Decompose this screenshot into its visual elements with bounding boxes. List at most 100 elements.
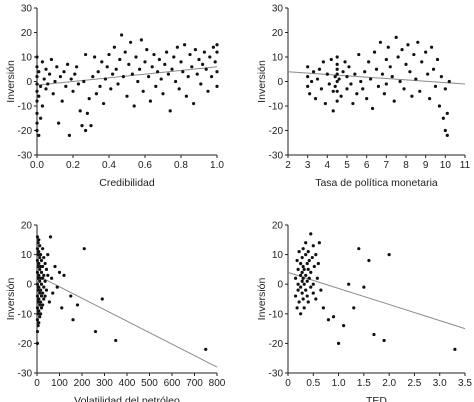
data-point (416, 40, 420, 44)
x-tick-label: 10 (440, 160, 452, 171)
data-point (87, 97, 91, 101)
data-point (424, 50, 428, 54)
data-point (293, 276, 298, 280)
data-point (154, 84, 158, 88)
data-point (388, 65, 392, 69)
data-point (71, 318, 75, 322)
data-point (335, 72, 339, 76)
y-tick-label: -10 (269, 102, 284, 113)
y-tick-label: -30 (18, 151, 33, 162)
data-point (41, 247, 45, 251)
data-point (44, 87, 48, 91)
data-point (357, 52, 361, 57)
data-point (208, 55, 212, 59)
data-point (170, 67, 174, 71)
data-point (80, 124, 84, 128)
data-point (129, 40, 133, 44)
x-tick-label: 5 (344, 160, 350, 171)
data-point (75, 303, 80, 307)
data-point (215, 84, 219, 88)
data-point (156, 70, 160, 74)
data-point (150, 65, 154, 69)
data-point (107, 52, 111, 57)
data-point (306, 250, 310, 254)
data-point (48, 235, 53, 239)
data-point (362, 285, 366, 289)
x-axis-label: Credibilidad (99, 177, 155, 189)
data-point (295, 306, 299, 310)
data-point (157, 57, 161, 62)
data-point (317, 67, 322, 71)
data-point (134, 55, 138, 59)
data-point (39, 282, 44, 286)
data-point (326, 318, 331, 322)
data-point (50, 276, 54, 280)
x-axis-label: TED (366, 395, 387, 402)
trend-line (287, 71, 466, 85)
x-tick-label: 1.5 (357, 378, 371, 389)
x-tick-label: 300 (96, 378, 113, 389)
data-point (342, 324, 346, 328)
data-point (215, 43, 219, 47)
data-point (307, 276, 311, 280)
x-tick-label: 0 (34, 378, 40, 389)
data-point (384, 57, 388, 62)
data-point (304, 273, 308, 277)
data-point (41, 303, 45, 307)
x-tick-label: 0.2 (66, 160, 80, 171)
data-point (300, 255, 304, 260)
data-point (55, 65, 59, 69)
data-point (35, 99, 39, 103)
y-tick-label: 0 (277, 280, 283, 291)
data-point (302, 282, 306, 286)
data-point (311, 282, 315, 286)
data-point (309, 270, 313, 274)
y-tick-label: 30 (272, 4, 284, 15)
data-point (314, 297, 318, 301)
data-point (37, 309, 41, 313)
data-point (296, 282, 300, 286)
data-point (301, 264, 305, 269)
data-point (43, 279, 47, 283)
data-point (38, 315, 42, 319)
data-point (37, 321, 41, 325)
data-point (36, 276, 40, 280)
data-point (387, 253, 391, 257)
data-point (204, 347, 208, 351)
data-point (302, 267, 306, 271)
data-point (306, 267, 310, 271)
data-point (64, 84, 68, 88)
data-point (300, 270, 304, 274)
data-point (38, 244, 42, 248)
data-point (325, 72, 329, 76)
data-point (382, 338, 386, 343)
data-point (82, 247, 86, 251)
data-point (35, 235, 40, 239)
data-point (44, 288, 49, 292)
data-point (437, 104, 442, 108)
data-point (418, 89, 422, 93)
x-axis-label: Tasa de política monetaria (315, 177, 438, 189)
data-point (315, 276, 319, 280)
data-point (299, 285, 303, 289)
data-point (38, 303, 42, 307)
data-point (394, 35, 398, 40)
data-point (132, 104, 136, 108)
data-point (321, 306, 325, 310)
data-point (41, 291, 45, 295)
data-point (301, 276, 305, 280)
data-point (299, 273, 303, 277)
data-point (57, 121, 61, 125)
data-point (39, 253, 43, 257)
data-point (374, 67, 379, 71)
data-point (38, 267, 42, 271)
data-point (317, 241, 321, 245)
data-point (435, 57, 440, 62)
data-point (443, 128, 447, 133)
data-point (305, 294, 309, 298)
y-axis-label: Inversión (256, 60, 268, 103)
data-point (199, 82, 203, 86)
data-point (333, 84, 337, 88)
data-point (335, 67, 339, 71)
data-point (443, 87, 447, 91)
